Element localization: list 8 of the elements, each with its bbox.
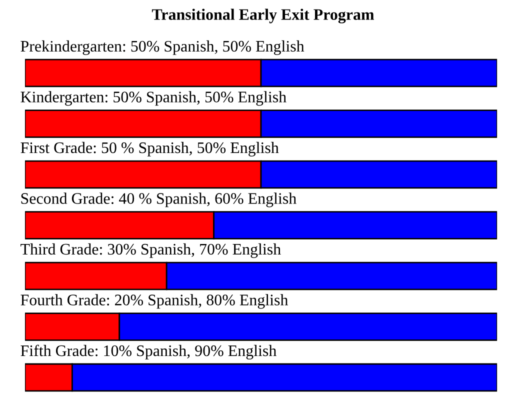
y-tick-label: Fourth Grade: 20% Spanish, 80% English [20,294,288,309]
y-tick-label: Fifth Grade: 10% Spanish, 90% English [20,344,276,360]
y-tick-label: Prekindergarten: 50% Spanish, 50% English [20,40,304,55]
y-tick-label: Kindergarten: 50% Spanish, 50% English [20,91,286,106]
y-tick-label: First Grade: 50 % Spanish, 50% English [20,142,279,156]
y-tick-label: Third Grade: 30% Spanish, 70% English [20,243,281,258]
chart-title: Transitional Early Exit Program [152,8,374,24]
y-tick-label: Second Grade: 40 % Spanish, 60% English [21,192,296,208]
